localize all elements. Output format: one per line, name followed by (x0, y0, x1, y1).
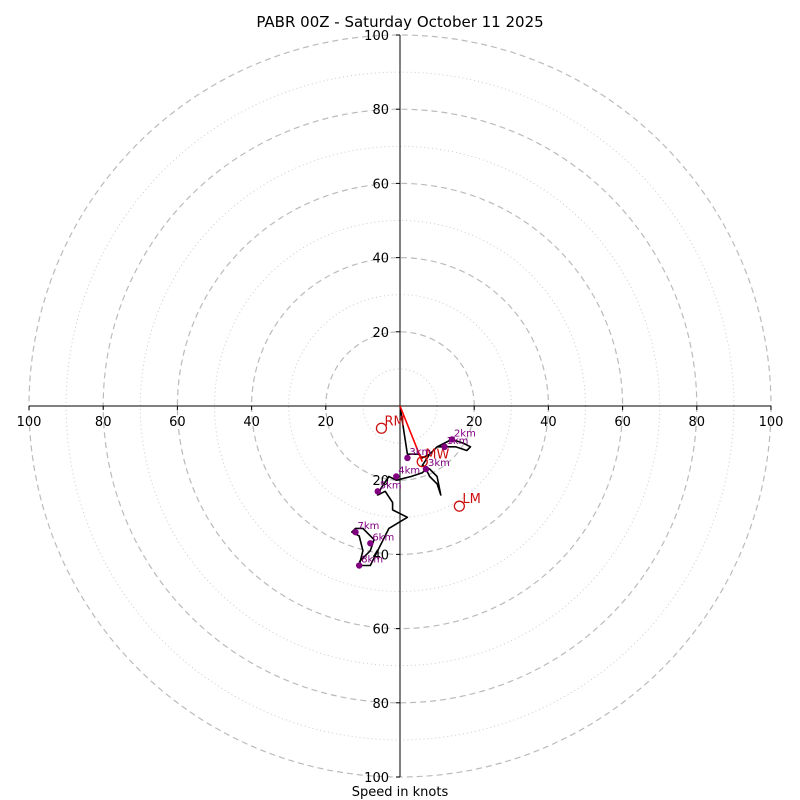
height-marker (355, 562, 363, 569)
height-label: 8km (361, 555, 383, 566)
y-tick-label: 40 (372, 252, 389, 267)
x-tick-label: 60 (614, 415, 631, 430)
x-tick-label: 100 (759, 415, 784, 430)
x-tick-label: 20 (318, 415, 335, 430)
x-tick-label: 40 (540, 415, 557, 430)
height-marker (404, 454, 411, 462)
height-label: 3km (409, 447, 431, 458)
y-tick-label: 20 (372, 326, 389, 341)
height-marker (393, 473, 400, 480)
x-tick-label: 80 (689, 415, 706, 430)
x-tick-label: 20 (466, 415, 483, 430)
x-tick-label: 80 (95, 415, 112, 430)
y-tick-label: 80 (372, 697, 389, 712)
y-tick-label: 20 (372, 474, 389, 489)
height-label: 6km (372, 532, 394, 543)
storm-motion-group: RM LM MW (375, 414, 481, 512)
x-tick-label: 60 (169, 415, 186, 430)
storm-motion-label-lm: LM (462, 492, 480, 507)
storm-motion-marker-rm (375, 422, 388, 434)
height-marker (422, 465, 430, 473)
y-tick-label: 100 (364, 771, 389, 786)
height-marker (352, 528, 359, 536)
height-marker (374, 488, 381, 495)
height-label: 3km (428, 458, 450, 469)
storm-motion-label-mw: MW (425, 448, 449, 463)
storm-motion-marker-lm (453, 500, 466, 512)
height-marker (367, 540, 374, 547)
storm-motion-label-rm: RM (384, 414, 404, 429)
y-tick-label: 60 (372, 623, 389, 638)
x-axis-label: Speed in knots (352, 785, 449, 800)
x-tick-label: 100 (17, 415, 42, 430)
height-label: 2km (454, 428, 476, 439)
height-label: 1km (447, 436, 469, 447)
storm-motion-marker-mw (416, 455, 428, 468)
y-tick-label: 100 (364, 29, 389, 44)
height-label: 7km (357, 521, 379, 532)
shear-vector (399, 405, 424, 462)
y-tick-label: 60 (372, 177, 389, 192)
axis-ticks: 100 80 60 40 20 20 40 60 80 100100806040202040608… (17, 29, 784, 786)
chart-title: PABR 00Z - Saturday October 11 2025 (256, 13, 543, 31)
height-label: 5km (380, 480, 402, 491)
height-label: 4km (398, 465, 420, 476)
x-tick-label: 40 (243, 415, 260, 430)
height-marker (441, 443, 448, 451)
y-tick-label: 80 (372, 103, 389, 118)
height-marker (448, 436, 456, 443)
